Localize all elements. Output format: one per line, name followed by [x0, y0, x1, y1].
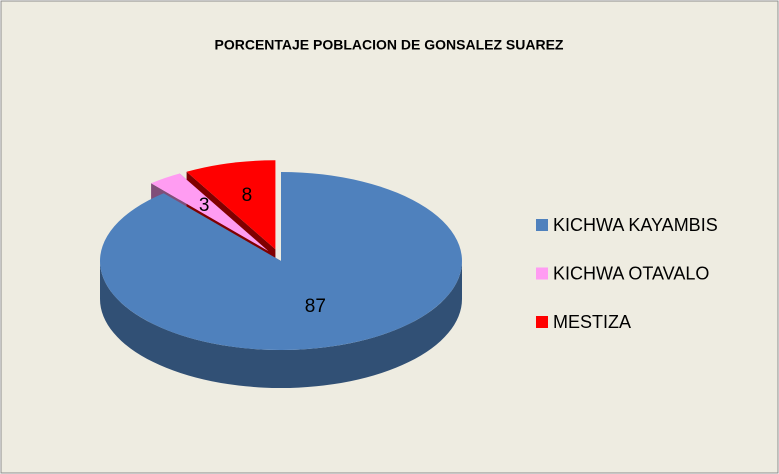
slice-side-wall [100, 261, 462, 388]
pie: 87 3 8 [99, 160, 462, 388]
data-label: 8 [242, 185, 253, 206]
slice [99, 172, 462, 350]
chart-title: PORCENTAJE POBLACION DE GONSALEZ SUAREZ [215, 37, 564, 53]
legend-label: KICHWA KAYAMBIS [553, 215, 718, 235]
slice [151, 173, 269, 252]
legend-swatch [536, 219, 548, 231]
data-label: 3 [199, 195, 210, 216]
data-label: 87 [305, 296, 326, 317]
legend-swatch [536, 267, 548, 280]
legend: KICHWA KAYAMBIS KICHWA OTAVALO MESTIZA [536, 215, 718, 332]
slice [186, 160, 276, 250]
legend-label: MESTIZA [553, 312, 631, 332]
legend-swatch [536, 316, 548, 328]
legend-label: KICHWA OTAVALO [553, 263, 709, 283]
